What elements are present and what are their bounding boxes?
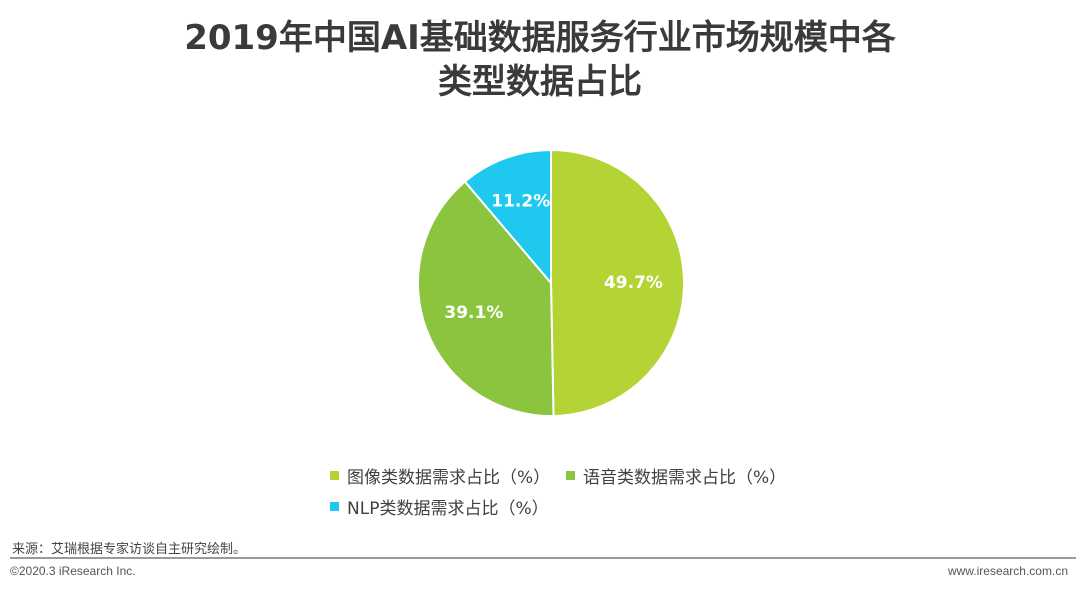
data-label: 11.2% xyxy=(491,192,550,212)
website-link[interactable]: www.iresearch.com.cn xyxy=(947,564,1068,578)
legend-label-nlp: NLP类数据需求占比（%） xyxy=(347,499,549,519)
legend-swatch-nlp xyxy=(330,502,339,511)
legend-swatch-speech xyxy=(566,471,575,480)
footer-divider xyxy=(10,557,1076,559)
legend-item-image: 图像类数据需求占比（%） xyxy=(330,463,550,488)
legend-item-speech: 语音类数据需求占比（%） xyxy=(566,463,786,488)
data-label: 49.7% xyxy=(604,273,663,293)
slice-nlp xyxy=(463,148,552,286)
slice-image xyxy=(550,148,685,417)
chart-title-line-2: 类型数据占比 xyxy=(438,62,642,102)
data-label: 39.1% xyxy=(444,303,503,323)
source-note: 来源：艾瑞根据专家访谈自主研究绘制。 xyxy=(12,542,247,557)
legend-label-speech: 语音类数据需求占比（%） xyxy=(583,468,787,488)
copyright-text: ©2020.3 iResearch Inc. xyxy=(10,564,136,578)
slice-speech xyxy=(417,180,555,417)
chart-title-line-1: 2019年中国AI基础数据服务行业市场规模中各 xyxy=(184,18,896,58)
legend-label-image: 图像类数据需求占比（%） xyxy=(347,468,551,488)
legend-item-nlp: NLP类数据需求占比（%） xyxy=(330,494,549,519)
legend-swatch-image xyxy=(330,471,339,480)
